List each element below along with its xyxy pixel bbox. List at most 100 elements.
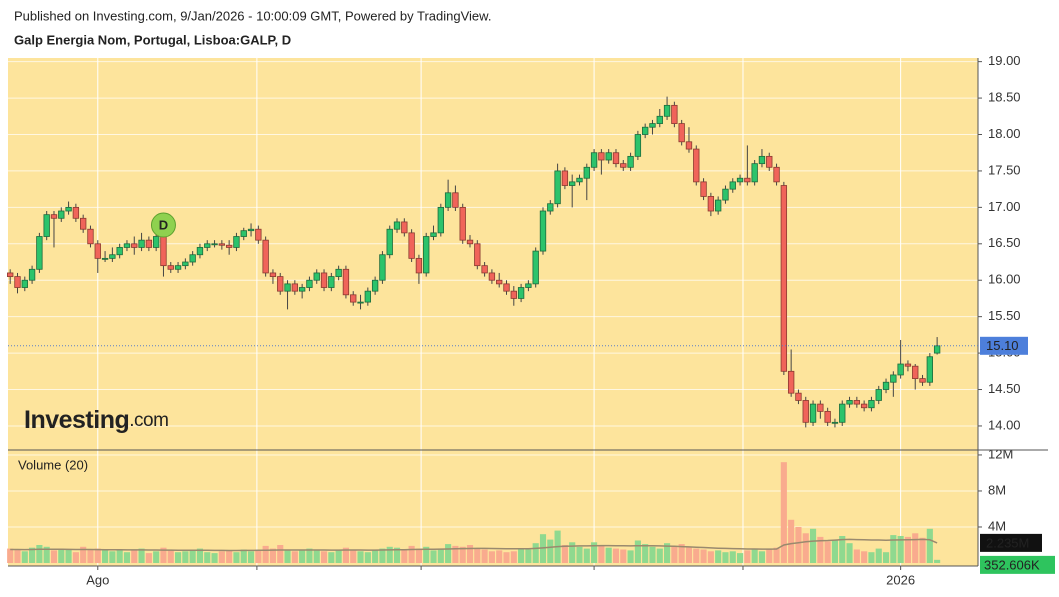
volume-bar (313, 549, 320, 563)
candle-body (926, 356, 934, 383)
candle-body (933, 345, 941, 354)
volume-bar (21, 551, 28, 563)
candle-body (306, 279, 313, 288)
volume-bar (233, 552, 240, 563)
volume-bar (795, 526, 802, 563)
volume-bar (459, 546, 466, 563)
volume-bar (809, 528, 817, 563)
volume-bar (824, 541, 831, 563)
candle-body (590, 152, 598, 168)
candle-body (547, 203, 554, 212)
volume-bar (306, 548, 313, 563)
candle-body (335, 268, 342, 277)
candle-body (510, 290, 517, 299)
volume-bar (788, 519, 795, 563)
candle-body (671, 104, 678, 124)
volume-bar (131, 550, 138, 563)
volume-bar (766, 548, 773, 563)
volume-bar (715, 550, 722, 563)
candle-body (131, 243, 138, 248)
volume-value-label: 352.606K (984, 557, 1040, 572)
event-marker (150, 212, 176, 238)
volume-bar (153, 551, 160, 563)
candle-body (211, 243, 218, 246)
volume-bar (299, 550, 306, 563)
price-panel (8, 58, 978, 450)
candle-body (846, 400, 853, 405)
volume-bar (934, 559, 941, 563)
candle-body (488, 272, 496, 281)
candle-body (561, 170, 569, 186)
candle-body (860, 403, 868, 409)
candle-body (58, 210, 65, 219)
volume-bar (591, 542, 598, 563)
candle-body (218, 243, 226, 246)
candle-body (751, 163, 758, 183)
y-tick-label: 16.00 (988, 272, 1021, 287)
candle-body (262, 239, 269, 274)
candle-body (919, 378, 926, 383)
volume-bar (350, 549, 357, 563)
volume-bar (518, 548, 525, 563)
volume-bar (204, 552, 211, 563)
candle-body (875, 389, 882, 401)
volume-bar (255, 550, 262, 563)
candle-body (787, 370, 795, 394)
volume-bar (138, 548, 145, 563)
candle-body (729, 181, 736, 190)
candle-body (503, 283, 510, 292)
candle-body (116, 247, 123, 256)
candle-body (612, 152, 620, 165)
candle-body (152, 236, 160, 248)
candle-body (802, 400, 809, 423)
volume-bar (671, 545, 678, 563)
candle-body (415, 257, 423, 274)
candle-body (291, 283, 299, 292)
candle-body (101, 257, 109, 260)
y2-tick-label: 8M (988, 482, 1006, 497)
candle-body (444, 192, 452, 208)
volume-bar (109, 551, 116, 563)
volume-bar (218, 551, 225, 563)
candle-body (452, 192, 459, 208)
candle-body (517, 287, 525, 299)
candle-body (634, 134, 642, 157)
candle-body (160, 236, 167, 267)
volume-bar (342, 547, 349, 563)
volume-bar (773, 547, 780, 563)
volume-bar (102, 550, 109, 563)
brand-suffix: .com (129, 410, 168, 431)
candle-body (204, 243, 211, 248)
volume-bar (72, 552, 79, 563)
volume-bar (36, 544, 43, 563)
volume-bar (875, 548, 882, 563)
volume-bar (525, 549, 532, 563)
candle-body (882, 381, 890, 390)
x-tick-label: 2026 (886, 572, 915, 587)
candle-body (182, 261, 189, 267)
candle-body (649, 123, 656, 128)
candle-body (853, 400, 861, 405)
candle-body (890, 374, 897, 383)
candle-body (65, 206, 72, 212)
candle-body (707, 196, 715, 212)
candle-body (736, 177, 744, 183)
volume-bar (627, 550, 634, 563)
volume-title: Volume (20) (18, 457, 88, 472)
volume-bar (167, 550, 174, 563)
volume-bar (182, 551, 189, 563)
volume-bar (532, 543, 539, 563)
candle-body (904, 363, 912, 367)
volume-bar (831, 539, 839, 563)
y-tick-label: 16.50 (988, 235, 1021, 250)
candle-body (605, 152, 612, 161)
volume-bar (868, 552, 875, 563)
volume-bar (488, 551, 495, 563)
candle-body (839, 403, 846, 423)
volume-bar (474, 548, 481, 563)
candle-body (437, 206, 444, 234)
candle-body (474, 243, 481, 267)
volume-bar (116, 549, 123, 563)
candle-body (663, 104, 671, 117)
candle-body (868, 400, 875, 409)
